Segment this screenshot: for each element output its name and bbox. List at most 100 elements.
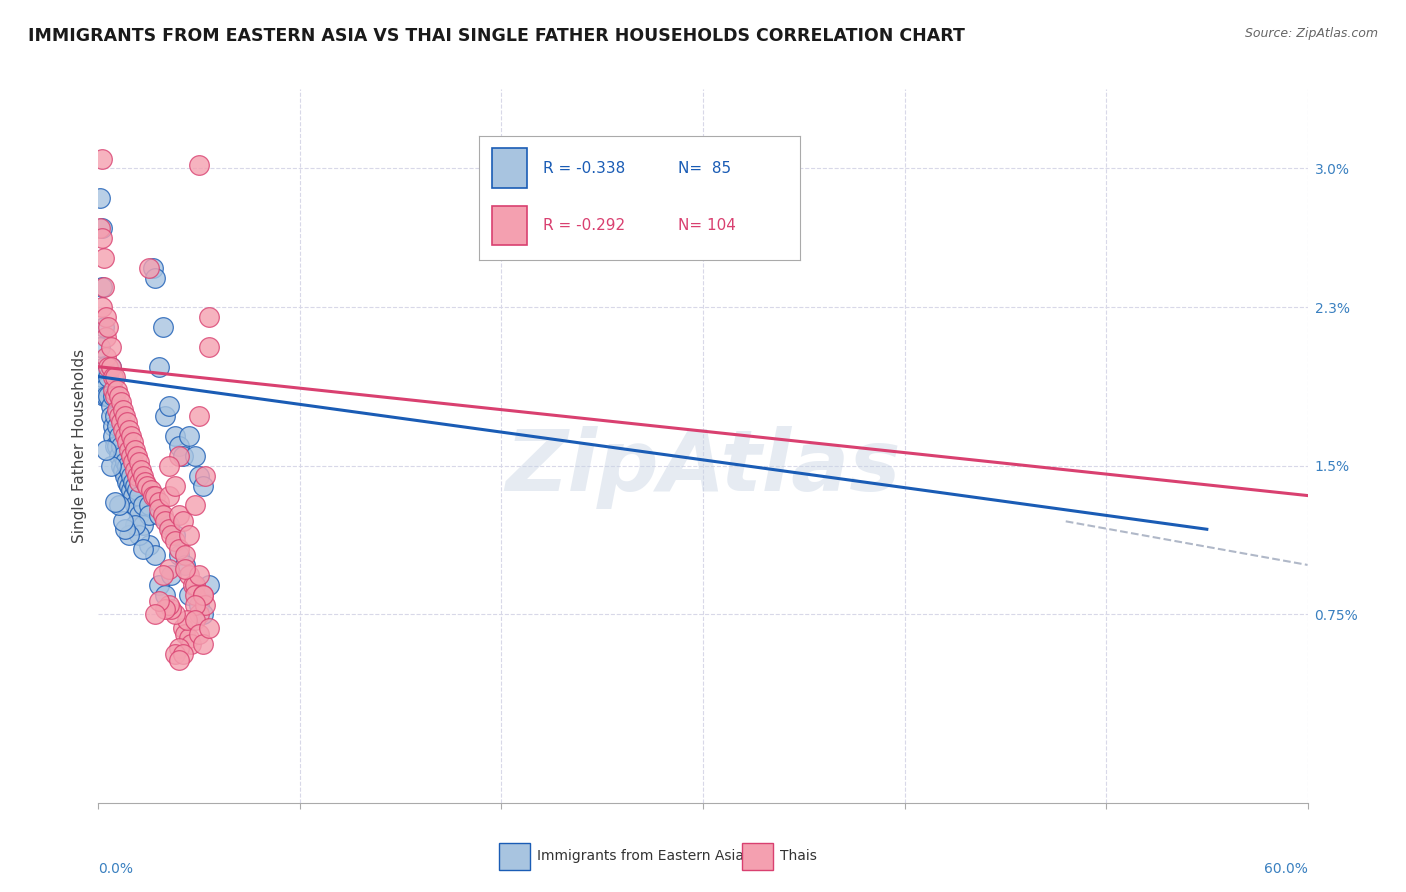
Point — [103, 389, 125, 403]
Point — [188, 468, 211, 483]
Point — [193, 588, 215, 602]
Point — [91, 221, 114, 235]
Point — [188, 607, 211, 622]
Point — [110, 458, 132, 473]
Point — [96, 350, 118, 364]
Point — [103, 369, 125, 384]
Point — [167, 542, 190, 557]
Point — [148, 508, 170, 523]
Point — [167, 548, 190, 562]
Point — [163, 607, 186, 622]
Point — [101, 389, 124, 403]
Point — [115, 415, 138, 429]
Point — [184, 499, 207, 513]
Point — [177, 588, 201, 602]
Point — [129, 463, 152, 477]
Text: ZipAtlas: ZipAtlas — [505, 425, 901, 509]
Point — [110, 395, 132, 409]
Point — [163, 429, 186, 443]
Point — [160, 601, 183, 615]
Point — [105, 439, 128, 453]
Point — [114, 429, 136, 443]
Point — [160, 528, 183, 542]
Point — [184, 578, 207, 592]
Point — [124, 499, 146, 513]
Point — [128, 475, 150, 489]
Point — [184, 578, 207, 592]
Point — [128, 489, 150, 503]
Point — [157, 458, 180, 473]
Point — [125, 483, 148, 497]
Point — [91, 280, 114, 294]
Point — [172, 621, 194, 635]
Point — [135, 478, 157, 492]
Point — [139, 483, 162, 497]
Point — [198, 340, 221, 354]
Point — [177, 429, 201, 443]
Point — [167, 449, 190, 463]
Point — [132, 518, 155, 533]
Point — [148, 502, 170, 516]
Point — [152, 567, 174, 582]
Point — [101, 384, 124, 398]
Point — [107, 409, 129, 424]
Point — [198, 310, 221, 325]
Point — [89, 221, 111, 235]
Point — [118, 528, 141, 542]
Point — [174, 558, 197, 572]
Point — [172, 449, 194, 463]
Point — [93, 320, 115, 334]
Point — [180, 637, 202, 651]
Point — [97, 320, 120, 334]
Point — [124, 463, 146, 477]
Point — [198, 621, 221, 635]
Point — [115, 475, 138, 489]
Point — [163, 528, 186, 542]
Point — [174, 562, 197, 576]
Point — [105, 419, 128, 434]
Point — [91, 231, 114, 245]
Point — [157, 489, 180, 503]
Point — [174, 548, 197, 562]
Point — [107, 499, 129, 513]
Point — [163, 647, 186, 661]
Point — [188, 157, 211, 171]
Point — [184, 614, 207, 628]
Point — [138, 499, 160, 513]
Point — [143, 489, 166, 503]
Point — [188, 598, 211, 612]
Point — [93, 389, 115, 403]
Point — [153, 601, 176, 615]
Point — [97, 369, 120, 384]
Point — [114, 522, 136, 536]
Point — [184, 449, 207, 463]
Point — [105, 384, 128, 398]
Point — [184, 588, 207, 602]
Point — [174, 627, 197, 641]
Point — [103, 409, 125, 424]
Point — [111, 463, 134, 477]
Point — [167, 653, 190, 667]
Point — [124, 478, 146, 492]
Point — [111, 423, 134, 437]
Point — [157, 598, 180, 612]
Point — [163, 534, 186, 549]
Point — [143, 270, 166, 285]
Point — [107, 449, 129, 463]
Point — [125, 502, 148, 516]
Text: 0.0%: 0.0% — [98, 863, 134, 876]
Point — [115, 435, 138, 450]
Point — [114, 409, 136, 424]
Point — [118, 478, 141, 492]
Point — [128, 455, 150, 469]
Point — [124, 442, 146, 457]
Point — [120, 449, 142, 463]
Point — [143, 548, 166, 562]
Point — [153, 409, 176, 424]
Point — [128, 528, 150, 542]
Point — [163, 478, 186, 492]
Y-axis label: Single Father Households: Single Father Households — [72, 349, 87, 543]
Point — [132, 499, 155, 513]
Point — [96, 442, 118, 457]
Point — [143, 607, 166, 622]
